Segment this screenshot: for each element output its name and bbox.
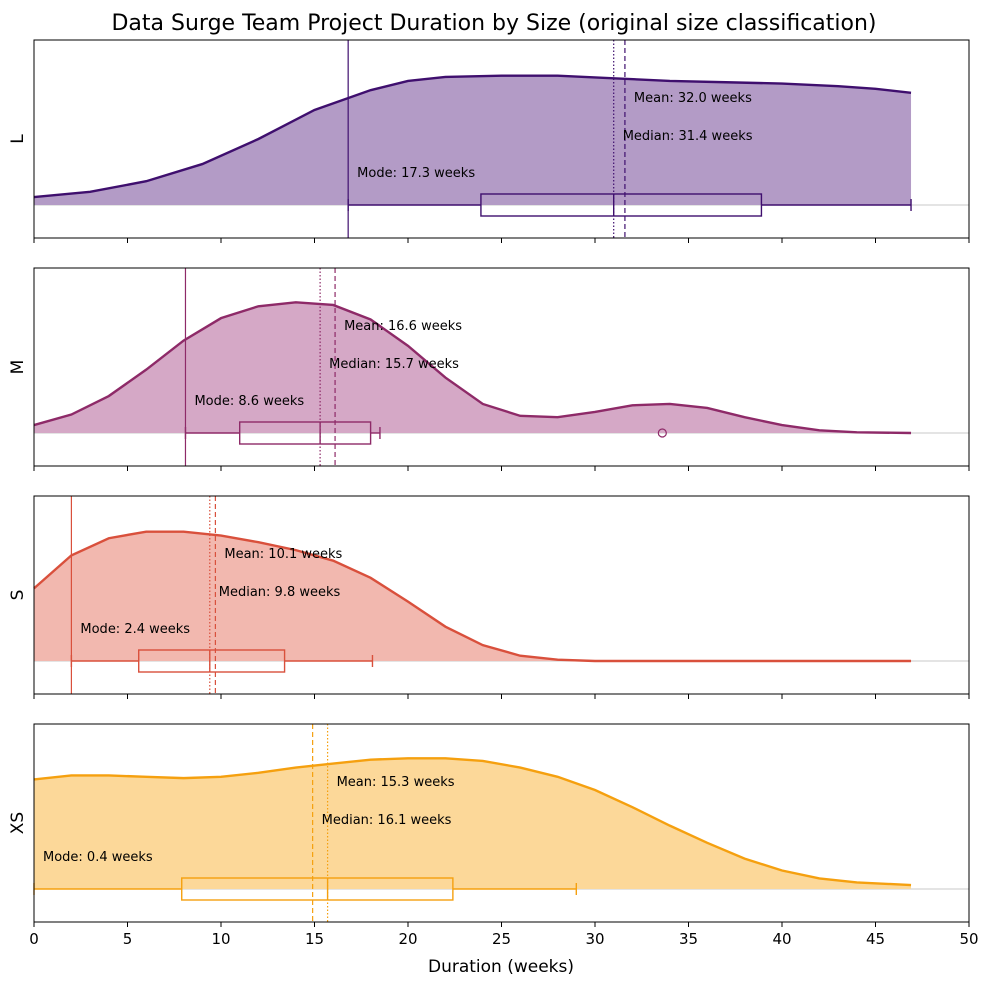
mean-annotation: Mean: 32.0 weeks [634,91,752,106]
x-tick-label: 25 [492,930,511,948]
median-annotation: Median: 15.7 weeks [329,357,459,372]
x-axis-label: Duration (weeks) [428,957,574,977]
density-area [34,302,912,433]
x-tick-label: 5 [123,930,133,948]
panel-label: S [8,590,28,601]
x-tick-label: 30 [585,930,604,948]
chart-title: Data Surge Team Project Duration by Size… [111,11,876,36]
mean-annotation: Mean: 16.6 weeks [344,319,462,334]
panel-s: Mean: 10.1 weeks Median: 9.8 weeks Mode: 2… [8,495,970,699]
x-tick-label: 35 [679,930,698,948]
panel-label: XS [8,812,28,834]
mode-annotation: Mode: 2.4 weeks [80,622,190,637]
panel-label: M [8,360,28,375]
density-area [34,531,912,661]
panel-l: Mean: 32.0 weeks Median: 31.4 weeks Mode: … [8,39,970,243]
mode-annotation: Mode: 0.4 weeks [43,850,153,865]
density-area [34,75,912,205]
x-tick-label: 45 [866,930,885,948]
panel-m: Mean: 16.6 weeks Median: 15.7 weeks Mode: … [8,267,970,471]
median-annotation: Median: 31.4 weeks [623,129,753,144]
median-annotation: Median: 16.1 weeks [322,813,452,828]
box-iqr [181,877,454,901]
x-tick-label: 50 [959,930,978,948]
mode-annotation: Mode: 8.6 weeks [194,394,304,409]
mean-annotation: Mean: 15.3 weeks [337,775,455,790]
density-line [33,757,912,887]
density-line [33,301,912,435]
mean-annotation: Mean: 10.1 weeks [224,547,342,562]
panel-label: L [8,134,28,144]
x-axis: 0 5 10 15 20 25 30 35 40 45 50 [29,930,978,948]
x-tick-label: 15 [305,930,324,948]
mode-annotation: Mode: 17.3 weeks [357,166,475,181]
chart-panels: Mean: 32.0 weeks Median: 31.4 weeks Mode: … [8,39,970,927]
x-tick-label: 0 [29,930,39,948]
density-line [33,74,912,199]
density-line [33,530,912,663]
panel-xs: Mean: 15.3 weeks Median: 16.1 weeks Mode: … [8,723,970,927]
outlier-point [657,428,667,438]
box-iqr [480,193,763,217]
x-tick-label: 10 [211,930,230,948]
box-iqr [138,649,286,673]
x-tick-label: 40 [772,930,791,948]
median-annotation: Median: 9.8 weeks [219,585,341,600]
x-tick-label: 20 [398,930,417,948]
density-area [34,758,912,889]
box-iqr [238,421,372,445]
